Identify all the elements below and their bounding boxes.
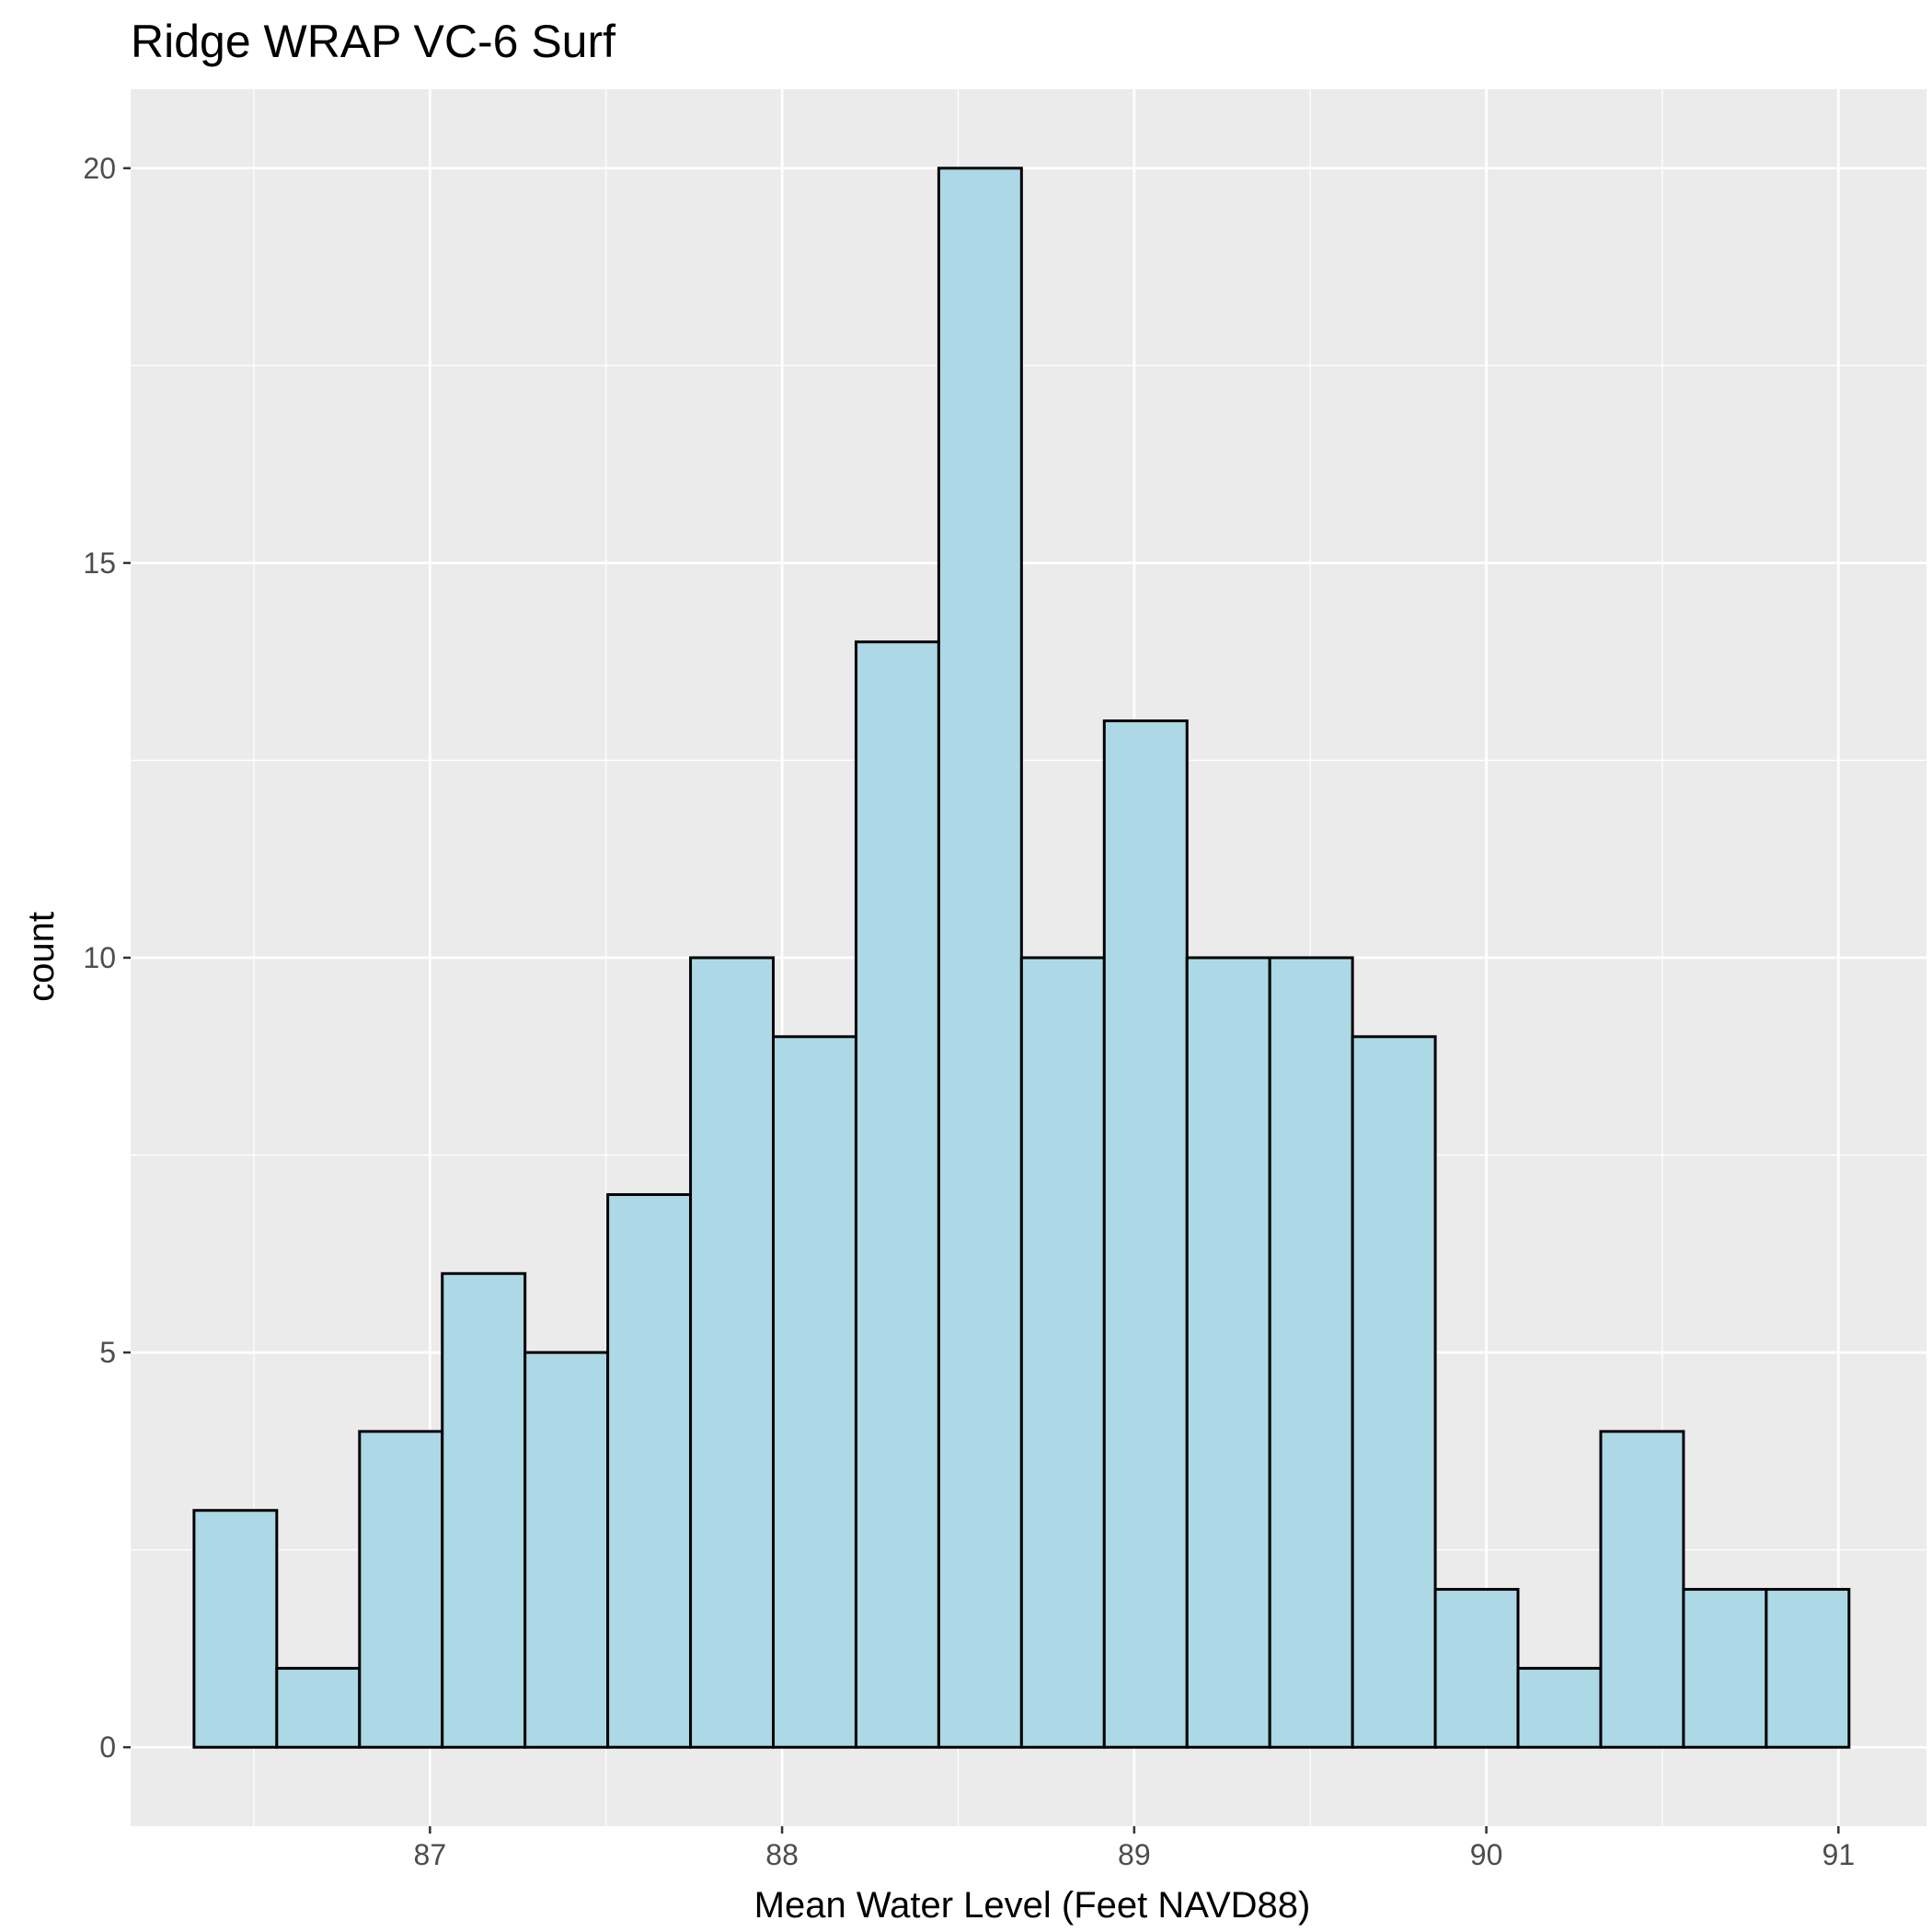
x-tick-label: 91 <box>1823 1838 1856 1871</box>
histogram-bar <box>1682 1588 1768 1749</box>
x-tick-label: 90 <box>1470 1838 1503 1871</box>
histogram-bar <box>606 1192 693 1749</box>
histogram-bar <box>275 1666 362 1749</box>
bars <box>192 167 1851 1749</box>
y-axis-title: count <box>21 912 62 1002</box>
histogram-bar <box>854 640 940 1749</box>
x-tick-label: 87 <box>414 1838 447 1871</box>
histogram-bar <box>441 1271 527 1749</box>
histogram-bar <box>1599 1430 1685 1749</box>
histogram-bar <box>1102 719 1189 1749</box>
histogram-bar <box>1516 1666 1603 1749</box>
histogram-bar <box>1765 1588 1851 1749</box>
x-tick-label: 89 <box>1118 1838 1151 1871</box>
y-tick-label: 10 <box>83 941 116 974</box>
x-axis-title: Mean Water Level (Feet NAVD88) <box>754 1885 1311 1926</box>
histogram-bar <box>772 1035 857 1749</box>
y-tick-label: 15 <box>83 546 116 580</box>
y-axis: 0 5 10 15 20 <box>83 152 131 1764</box>
x-tick-label: 88 <box>765 1838 799 1871</box>
y-tick-label: 5 <box>99 1336 116 1369</box>
y-tick-label: 20 <box>83 152 116 185</box>
histogram-bar <box>523 1351 610 1749</box>
histogram-bar <box>1433 1588 1520 1749</box>
y-tick-label: 0 <box>99 1731 116 1764</box>
x-axis: 87 88 89 90 91 <box>414 1826 1856 1871</box>
histogram-bar <box>358 1430 444 1749</box>
histogram-bar <box>192 1509 279 1749</box>
histogram-bar <box>937 167 1023 1749</box>
histogram-bar <box>1185 956 1271 1749</box>
histogram-bar <box>1268 956 1354 1749</box>
histogram-bar <box>1019 956 1106 1749</box>
histogram-bar <box>689 956 776 1749</box>
chart-title: Ridge WRAP VC-6 Surf <box>131 16 615 67</box>
histogram-bar <box>1351 1035 1437 1749</box>
